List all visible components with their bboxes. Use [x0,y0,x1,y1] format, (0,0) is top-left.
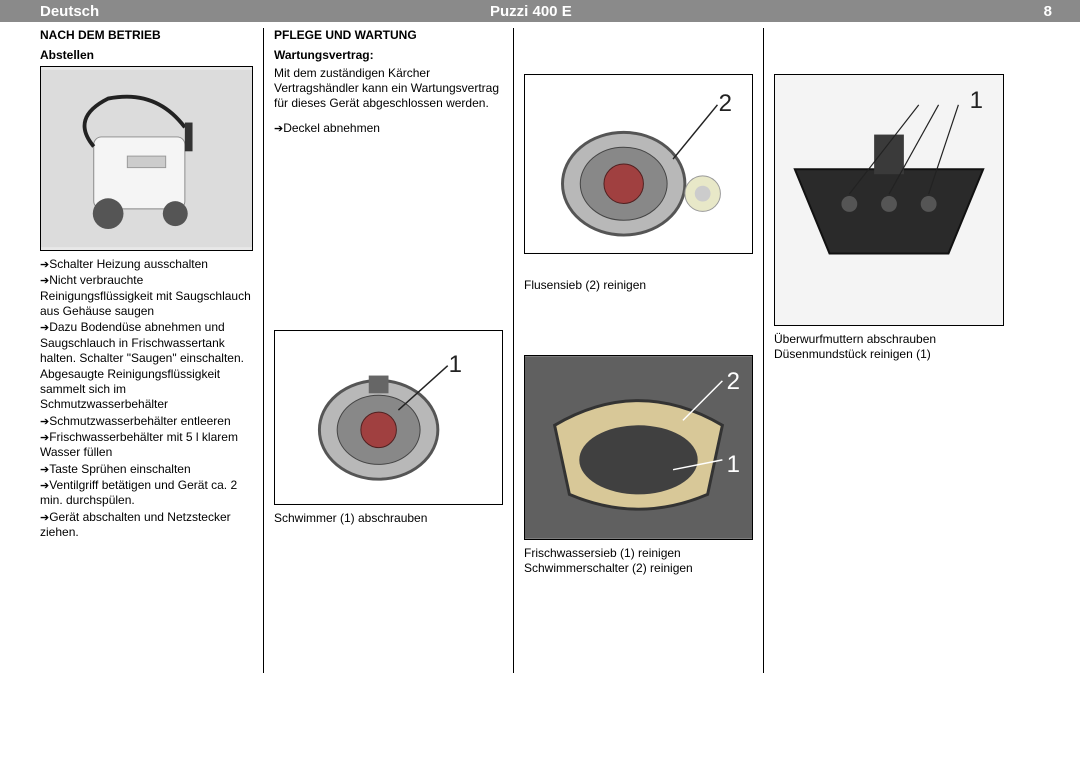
callout-number: 1 [970,87,983,115]
header-bar: Deutsch Puzzi 400 E 8 [0,0,1080,22]
callout-number: 2 [719,90,732,118]
callout-number: 1 [449,351,462,379]
col2-caption-b: Schwimmer (1) abschrauben [274,511,503,526]
machine-illustration [41,67,252,250]
image-flusensieb: 2 [524,74,753,254]
image-schwimmer: 1 [274,330,503,505]
col4-caption2: Düsenmundstück reinigen (1) [774,347,1004,362]
col2-heading: PFLEGE UND WARTUNG [274,28,503,42]
col1-subheading: Abstellen [40,48,253,62]
col2-deckel-item: Deckel abnehmen [274,121,503,136]
col1-heading: NACH DEM BETRIEB [40,28,253,42]
schwimmer-illustration [275,331,502,504]
col1-bullet: Ventilgriff betätigen und Gerät ca. 2 mi… [40,478,253,509]
column-4: 1 Überwurfmuttern abschrauben Düsenmunds… [764,28,1014,673]
col1-bullet: Nicht verbrauchte Reinigungsflüssigkeit … [40,273,253,319]
frischwassersieb-illustration [525,356,752,539]
col1-bullet: Gerät abschalten und Netzstecker ziehen. [40,510,253,541]
callout-number: 1 [727,451,740,479]
content-area: NACH DEM BETRIEB Abstellen Schalter Heiz… [0,22,1080,673]
header-page-number: 8 [1044,3,1052,20]
column-3: 2 Flusensieb (2) reinigen 2 1 Frischwass… [514,28,764,673]
image-machine [40,66,253,251]
header-model: Puzzi 400 E [490,3,572,20]
col2-paragraph: Mit dem zuständigen Kärcher Vertragshänd… [274,66,503,111]
col1-bullet: Frischwasserbehälter mit 5 l klarem Wass… [40,430,253,461]
col3-caption-a: Flusensieb (2) reinigen [524,278,753,293]
col1-bullet: Taste Sprühen einschalten [40,462,253,477]
col1-bullet: Dazu Bodendüse abnehmen und Saugschlauch… [40,320,253,412]
header-language: Deutsch [40,3,99,20]
column-1: NACH DEM BETRIEB Abstellen Schalter Heiz… [0,28,264,673]
image-duesen: 1 [774,74,1004,326]
col2-bullet-deckel: Deckel abnehmen [274,121,503,136]
col3-caption-b2: Schwimmerschalter (2) reinigen [524,561,753,576]
col4-caption1: Überwurfmuttern abschrauben [774,332,1004,347]
col3-caption-b1: Frischwassersieb (1) reinigen [524,546,753,561]
col1-bullets: Schalter Heizung ausschalten Nicht verbr… [40,257,253,540]
col2-subheading: Wartungsvertrag: [274,48,503,62]
col1-bullet: Schalter Heizung ausschalten [40,257,253,272]
image-frischwassersieb: 2 1 [524,355,753,540]
callout-number: 2 [727,368,740,396]
column-2: PFLEGE UND WARTUNG Wartungsvertrag: Mit … [264,28,514,673]
col1-bullet: Schmutzwasserbehälter entleeren [40,414,253,429]
